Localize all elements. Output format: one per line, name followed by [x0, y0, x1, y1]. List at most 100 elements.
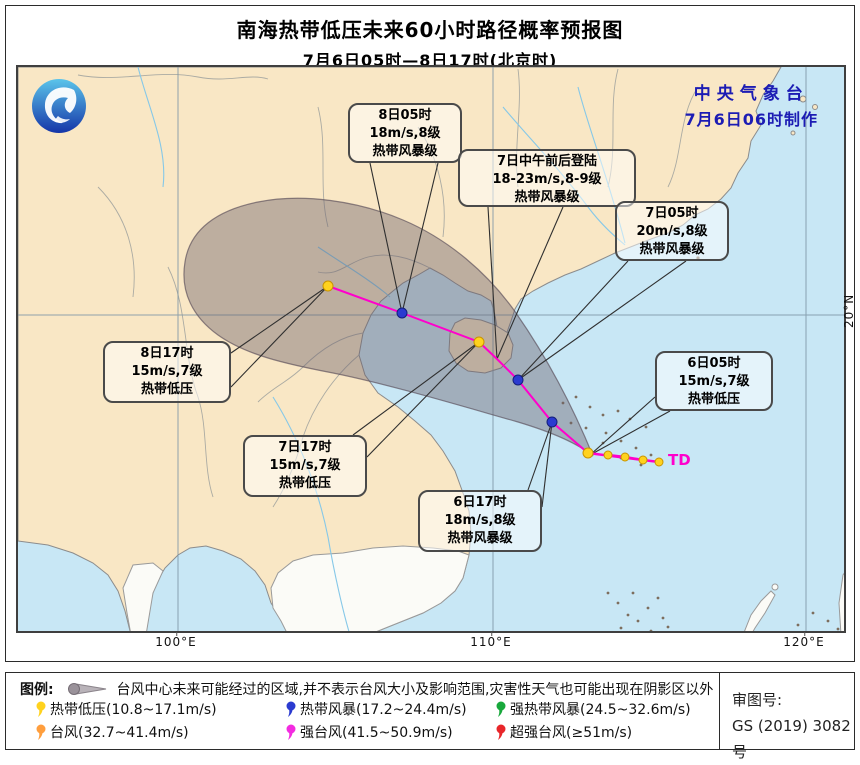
leader-line	[369, 162, 403, 314]
south-indochina-land	[270, 545, 470, 631]
review-number-box: 审图号: GS (2019) 3082号	[732, 687, 854, 765]
leader-line	[230, 285, 329, 354]
leader-line	[589, 410, 671, 456]
label-7d05h: 7日05时 20m/s,8级 热带风暴级	[615, 201, 729, 261]
leader-line	[401, 162, 439, 314]
legend-panel: 图例: 台风中心未来可能经过的区域,并不表示台风大小及影响范围,灾害性天气也可能…	[5, 672, 855, 761]
small-island	[771, 583, 779, 591]
typhoon-symbol-icon	[36, 724, 46, 740]
past-track-point	[654, 457, 664, 467]
probability-cone	[183, 197, 594, 457]
title-block: 南海热带低压未来60小时路径概率预报图 7月6日05时—8日17时(北京时)	[6, 14, 854, 71]
leader-line	[352, 341, 480, 436]
track-label-line: 热带风暴级	[447, 531, 513, 546]
leader-line	[527, 421, 553, 491]
label-landfall: 7日中午前后登陆 18-23m/s,8-9级 热带风暴级	[458, 149, 636, 207]
super-typhoon-symbol-icon	[496, 724, 506, 740]
legend-item-label: 超强台风(≥51m/s)	[510, 725, 633, 741]
track-label-line: 15m/s,7级	[131, 364, 203, 379]
agency-block: 中央气象台 7月6日06时制作	[684, 79, 818, 130]
tropical-storm-symbol-icon	[286, 701, 296, 717]
severe-typhoon-symbol-icon	[286, 724, 296, 740]
track-label-line: 热带风暴级	[639, 242, 705, 257]
track-label-line: 20m/s,8级	[636, 224, 708, 239]
legend-divider	[719, 673, 720, 749]
label-8d17h: 8日17时 15m/s,7级 热带低压	[103, 341, 231, 403]
coastal-island	[812, 104, 818, 110]
forecast-point-8日05时	[396, 307, 408, 319]
leader-line	[517, 260, 687, 381]
coastal-island	[790, 130, 796, 136]
forecast-point-8日17时	[322, 280, 334, 292]
lat-label: 20°N	[842, 293, 856, 328]
track-label-line: 6日17时	[453, 495, 507, 510]
track-label-line: 8日05时	[378, 108, 432, 123]
track-label-line: 15m/s,7级	[269, 458, 341, 473]
leader-line	[589, 396, 656, 456]
label-6d17h: 6日17时 18m/s,8级 热带风暴级	[418, 490, 542, 552]
track-label-line: 18-23m/s,8-9级	[492, 172, 602, 187]
legend-item-tropical-depression: 热带低压(10.8~17.1m/s)	[36, 699, 217, 719]
legend-item-severe-tropical-storm: 强热带风暴(24.5~32.6m/s)	[496, 699, 691, 719]
forecast-track-line	[327, 285, 589, 454]
map-title: 南海热带低压未来60小时路径概率预报图	[236, 18, 624, 42]
legend-item-severe-typhoon: 强台风(41.5~50.9m/s)	[286, 722, 453, 742]
legend-item-tropical-storm: 热带风暴(17.2~24.4m/s)	[286, 699, 467, 719]
past-track-point	[603, 450, 613, 460]
legend-item-label: 热带风暴(17.2~24.4m/s)	[300, 702, 467, 718]
track-label-line: 8日17时	[140, 346, 194, 361]
leader-line	[366, 341, 480, 458]
legend-item-super-typhoon: 超强台风(≥51m/s)	[496, 722, 632, 742]
track-label-line: 热带风暴级	[514, 190, 580, 205]
track-label-line: 15m/s,7级	[678, 374, 750, 389]
map-panel: 南海热带低压未来60小时路径概率预报图 7月6日05时—8日17时(北京时)	[5, 5, 856, 662]
track-overlay: TD	[230, 162, 691, 508]
forecast-point-7日17时	[473, 336, 485, 348]
track-label-line: 18m/s,8级	[444, 513, 516, 528]
label-7d17h: 7日17时 15m/s,7级 热带低压	[243, 435, 367, 497]
palawan-island	[744, 590, 776, 631]
legend-item-label: 台风(32.7~41.4m/s)	[50, 725, 189, 741]
track-label-line: 7日中午前后登陆	[496, 154, 598, 169]
lon-label-2: 120°E	[783, 632, 825, 649]
track-label-line: 7日05时	[645, 206, 699, 221]
agency-name: 中央气象台	[693, 84, 809, 104]
td-label: TD	[668, 451, 691, 469]
legend-item-label: 强热带风暴(24.5~32.6m/s)	[510, 702, 691, 718]
legend-item-label: 热带低压(10.8~17.1m/s)	[50, 702, 217, 718]
label-6d05h: 6日05时 15m/s,7级 热带低压	[655, 351, 773, 411]
agency-issue-time: 7月6日06时制作	[684, 110, 818, 129]
legend-heading: 图例:	[20, 682, 54, 698]
probability-cone-icon	[66, 681, 108, 701]
lon-label-1: 110°E	[470, 632, 512, 649]
track-label-line: 热带低压	[140, 382, 193, 397]
leader-line	[230, 285, 329, 388]
track-label-line: 热带低压	[687, 392, 740, 407]
tropical-depression-symbol-icon	[36, 701, 46, 717]
leader-line	[487, 206, 498, 360]
peninsula-land	[122, 562, 164, 631]
leader-line	[517, 260, 629, 381]
forecast-point-6日17时	[546, 416, 558, 428]
legend-description: 台风中心未来可能经过的区域,并不表示台风大小及影响范围,灾害性天气也可能出现在阴…	[116, 682, 714, 698]
leader-line	[541, 421, 553, 508]
past-track-point	[638, 455, 648, 465]
review-number-label: 审图号:	[732, 691, 783, 709]
forecast-point-7日05时	[512, 374, 524, 386]
review-number-value: GS (2019) 3082号	[732, 717, 851, 761]
cma-logo-icon	[30, 77, 88, 135]
past-track-point	[620, 452, 630, 462]
track-label-line: 6日05时	[687, 356, 741, 371]
track-label-line: 18m/s,8级	[369, 126, 441, 141]
legend-item-typhoon: 台风(32.7~41.4m/s)	[36, 722, 189, 742]
legend-item-label: 强台风(41.5~50.9m/s)	[300, 725, 453, 741]
severe-tropical-storm-symbol-icon	[496, 701, 506, 717]
map-frame: TD 中央气象台 7月6日06时制作 8日05时 18m/s,8级 热带风暴级 7日中…	[16, 65, 846, 633]
leader-line	[496, 206, 564, 360]
track-label-line: 热带风暴级	[372, 144, 438, 159]
lon-label-0: 100°E	[155, 632, 197, 649]
forecast-point-6日05时	[582, 447, 594, 459]
track-label-line: 热带低压	[278, 476, 331, 491]
borneo-sliver	[838, 572, 844, 631]
